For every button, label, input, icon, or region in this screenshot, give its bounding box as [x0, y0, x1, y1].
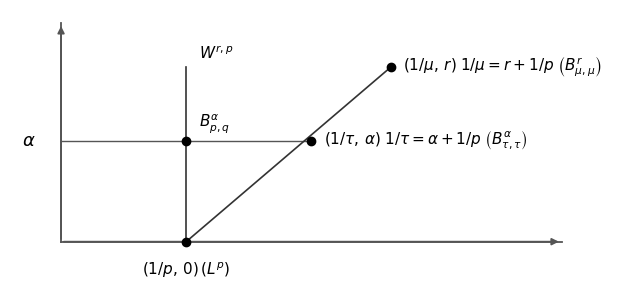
Text: $(1/p,\,0)\,(L^p)$: $(1/p,\,0)\,(L^p)$: [142, 261, 230, 281]
Text: $(1/\mu,\,r)\;1/\mu = r+1/p\;\left(B^{r}_{\mu,\mu}\right)$: $(1/\mu,\,r)\;1/\mu = r+1/p\;\left(B^{r}…: [403, 55, 602, 79]
Text: $B^{\alpha}_{p,q}$: $B^{\alpha}_{p,q}$: [198, 112, 230, 135]
Text: $(1/\tau,\,\alpha)\;1/\tau = \alpha+1/p\;\left(B^{\alpha}_{\tau,\tau}\right)$: $(1/\tau,\,\alpha)\;1/\tau = \alpha+1/p\…: [324, 130, 527, 152]
Text: $\alpha$: $\alpha$: [22, 132, 35, 150]
Text: $W^{r,p}$: $W^{r,p}$: [198, 44, 233, 61]
